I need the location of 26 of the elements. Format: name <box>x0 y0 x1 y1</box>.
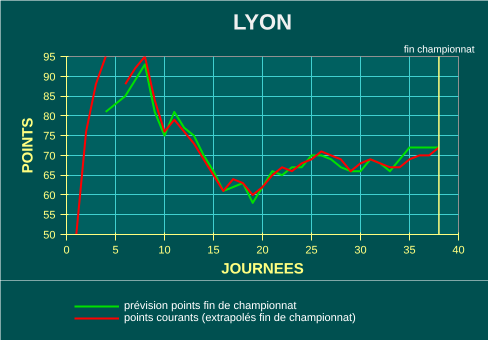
legend-label: prévision points fin de championnat <box>124 300 296 312</box>
y-tick-label: 65 <box>43 170 56 182</box>
y-tick-label: 70 <box>43 150 56 162</box>
y-tick-label: 85 <box>43 91 56 104</box>
y-tick-label: 95 <box>43 52 56 64</box>
y-tick-label: 80 <box>43 110 56 123</box>
x-tick-label: 5 <box>112 244 119 256</box>
x-tick-label: 10 <box>158 244 171 256</box>
x-tick-label: 30 <box>354 244 367 256</box>
legend-label: points courants (extrapolés fin de championnat) <box>124 312 356 324</box>
chart-title: LYON <box>232 10 292 34</box>
y-tick-label: 60 <box>43 190 56 202</box>
line-series <box>104 63 440 204</box>
y-axis-title: POINTS <box>19 118 36 174</box>
x-axis-title: JOURNEES <box>221 260 304 278</box>
y-tick-label: 75 <box>43 130 56 143</box>
x-tick-label: 25 <box>305 244 318 256</box>
x-tick-label: 35 <box>403 244 416 256</box>
x-tick-label: 15 <box>207 244 220 256</box>
y-tick-label: 90 <box>43 71 56 84</box>
x-tick-label: 20 <box>256 244 269 256</box>
y-tick-label: 50 <box>43 230 56 242</box>
x-tick-label: 0 <box>63 244 70 256</box>
y-tick-label: 55 <box>43 210 56 222</box>
ref-line-label: fin championnat <box>404 44 475 56</box>
x-tick-label: 40 <box>452 244 465 256</box>
